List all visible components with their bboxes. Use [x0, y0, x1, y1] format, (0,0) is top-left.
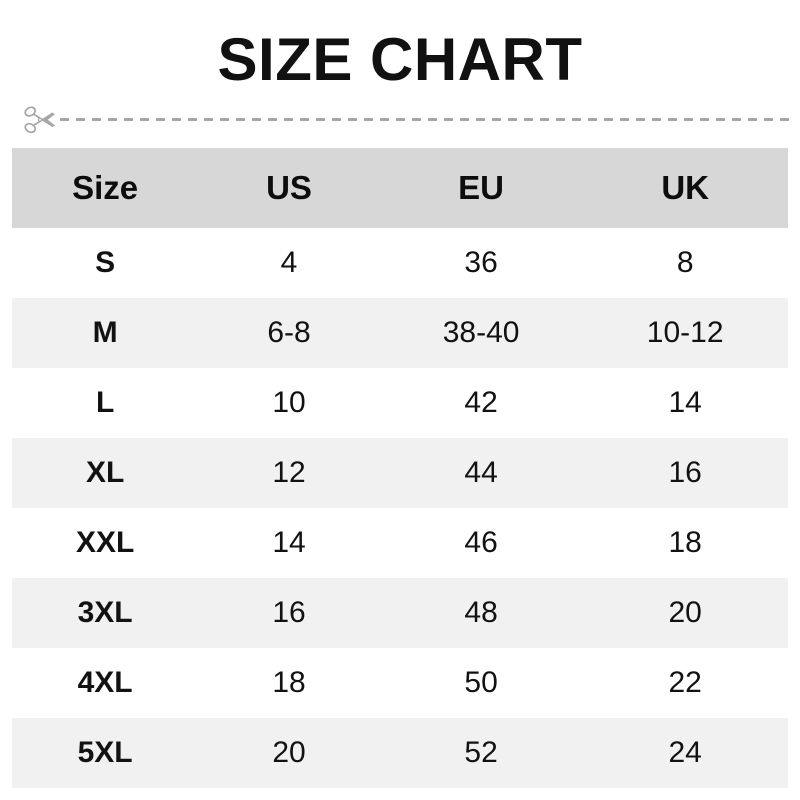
cell-size: XXL	[12, 508, 199, 578]
scissors-blade-tip	[44, 113, 56, 127]
column-header-us: US	[198, 148, 380, 228]
table-row: M 6-8 38-40 10-12	[12, 298, 788, 368]
column-header-size: Size	[12, 148, 199, 228]
table-row: XXL 14 46 18	[12, 508, 788, 578]
cell-uk: 8	[582, 228, 788, 298]
column-header-eu: EU	[379, 148, 583, 228]
cell-us: 10	[198, 368, 380, 438]
cell-size: M	[12, 298, 199, 368]
page-title: SIZE CHART	[217, 26, 583, 93]
cell-eu: 52	[379, 718, 583, 788]
table-row: 5XL 20 52 24	[12, 718, 788, 788]
cell-us: 6-8	[198, 298, 380, 368]
cell-uk: 18	[582, 508, 788, 578]
table-row: L 10 42 14	[12, 368, 788, 438]
cell-size: S	[12, 228, 199, 298]
cell-size: 3XL	[12, 578, 199, 648]
column-header-uk: UK	[582, 148, 788, 228]
cell-size: XL	[12, 438, 199, 508]
dashed-cut-line	[60, 118, 794, 121]
table-row: 3XL 16 48 20	[12, 578, 788, 648]
cell-uk: 24	[582, 718, 788, 788]
table-row: S 4 36 8	[12, 228, 788, 298]
cell-eu: 50	[379, 648, 583, 718]
cell-eu: 42	[379, 368, 583, 438]
cell-uk: 22	[582, 648, 788, 718]
table-row: 4XL 18 50 22	[12, 648, 788, 718]
cell-eu: 36	[379, 228, 583, 298]
cell-uk: 20	[582, 578, 788, 648]
size-chart-table: Size US EU UK S 4 36 8 M 6-8 38-40 10-12…	[12, 148, 788, 788]
cell-eu: 48	[379, 578, 583, 648]
table-header-row: Size US EU UK	[12, 148, 788, 228]
cell-size: 5XL	[12, 718, 199, 788]
cell-eu: 38-40	[379, 298, 583, 368]
cell-us: 16	[198, 578, 380, 648]
cut-here-line	[22, 103, 794, 137]
cell-size: L	[12, 368, 199, 438]
cell-us: 18	[198, 648, 380, 718]
cell-us: 14	[198, 508, 380, 578]
cell-uk: 16	[582, 438, 788, 508]
cell-us: 4	[198, 228, 380, 298]
table-row: XL 12 44 16	[12, 438, 788, 508]
cell-eu: 46	[379, 508, 583, 578]
cell-eu: 44	[379, 438, 583, 508]
cell-us: 12	[198, 438, 380, 508]
cell-uk: 10-12	[582, 298, 788, 368]
cell-us: 20	[198, 718, 380, 788]
scissors-icon	[24, 106, 56, 134]
cell-size: 4XL	[12, 648, 199, 718]
cell-uk: 14	[582, 368, 788, 438]
